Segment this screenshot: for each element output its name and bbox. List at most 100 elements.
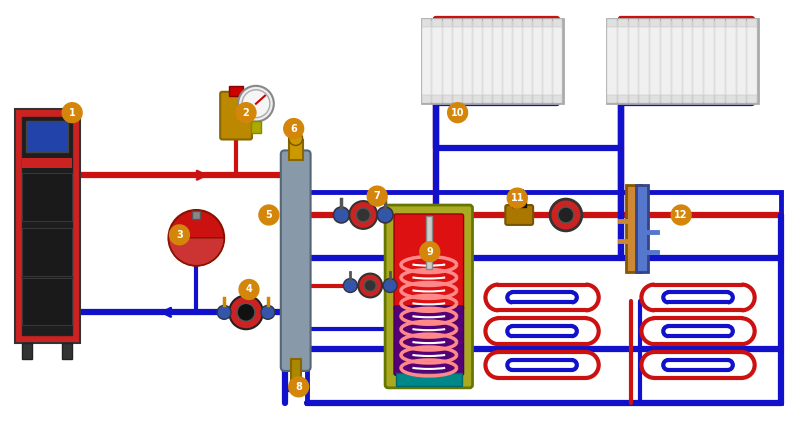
Bar xyxy=(747,21,757,101)
Bar xyxy=(618,21,628,101)
Circle shape xyxy=(290,379,302,391)
Bar xyxy=(433,19,442,27)
Bar xyxy=(747,19,757,27)
Bar xyxy=(483,21,492,101)
Bar xyxy=(442,21,451,101)
Bar xyxy=(618,19,628,27)
Bar xyxy=(473,19,482,27)
Bar xyxy=(650,19,660,27)
Bar xyxy=(493,21,502,101)
Bar xyxy=(426,216,432,269)
Bar xyxy=(515,189,523,194)
Bar xyxy=(483,95,492,103)
Bar xyxy=(422,19,563,103)
Bar xyxy=(726,19,735,27)
Circle shape xyxy=(356,208,370,222)
Bar xyxy=(462,21,472,101)
Circle shape xyxy=(62,103,82,123)
Bar xyxy=(607,95,617,103)
Bar xyxy=(694,95,703,103)
Bar xyxy=(715,21,725,101)
Circle shape xyxy=(350,201,377,229)
Circle shape xyxy=(343,279,358,293)
Bar xyxy=(682,95,693,103)
Text: 9: 9 xyxy=(426,247,433,257)
Bar xyxy=(229,86,243,96)
Bar xyxy=(22,343,33,359)
Bar xyxy=(672,19,682,27)
Circle shape xyxy=(236,103,256,123)
Text: 8: 8 xyxy=(295,382,302,392)
Bar xyxy=(462,19,472,27)
Bar xyxy=(422,19,431,27)
Bar xyxy=(554,19,562,27)
Bar xyxy=(533,95,542,103)
Circle shape xyxy=(671,205,691,225)
Circle shape xyxy=(334,207,350,223)
Bar xyxy=(543,19,552,27)
Bar xyxy=(473,95,482,103)
FancyBboxPatch shape xyxy=(394,214,463,310)
Bar xyxy=(442,19,451,27)
Bar xyxy=(682,19,693,27)
Text: 11: 11 xyxy=(510,193,524,203)
FancyBboxPatch shape xyxy=(394,306,463,375)
Circle shape xyxy=(218,305,231,319)
Bar xyxy=(737,19,746,27)
Bar xyxy=(22,228,72,276)
Bar xyxy=(639,95,650,103)
Bar xyxy=(453,21,462,101)
FancyBboxPatch shape xyxy=(14,109,80,343)
Bar xyxy=(503,21,512,101)
Bar xyxy=(22,173,72,221)
Bar xyxy=(554,21,562,101)
Circle shape xyxy=(383,279,397,293)
Bar xyxy=(453,19,462,27)
Bar xyxy=(473,21,482,101)
Bar xyxy=(192,211,200,219)
Circle shape xyxy=(507,188,527,208)
Bar xyxy=(289,140,302,160)
Bar xyxy=(726,95,735,103)
Circle shape xyxy=(364,279,376,291)
Bar xyxy=(533,19,542,27)
Circle shape xyxy=(237,304,255,321)
Bar xyxy=(22,117,72,335)
Circle shape xyxy=(284,119,304,139)
Text: 5: 5 xyxy=(266,210,272,220)
Bar xyxy=(650,95,660,103)
Bar xyxy=(422,21,431,101)
Bar xyxy=(629,95,638,103)
Circle shape xyxy=(238,86,274,122)
Bar xyxy=(682,21,693,101)
Text: 3: 3 xyxy=(176,230,183,240)
Bar xyxy=(715,19,725,27)
Circle shape xyxy=(367,186,387,206)
Bar xyxy=(704,95,714,103)
Circle shape xyxy=(558,207,574,223)
Bar xyxy=(704,21,714,101)
Circle shape xyxy=(448,103,467,123)
Bar xyxy=(639,21,650,101)
Bar xyxy=(462,95,472,103)
Circle shape xyxy=(289,377,309,397)
Bar xyxy=(533,21,542,101)
Bar xyxy=(22,158,72,168)
Circle shape xyxy=(242,90,270,117)
Bar xyxy=(629,21,638,101)
Bar xyxy=(512,193,526,207)
Bar xyxy=(523,21,532,101)
Text: 10: 10 xyxy=(451,108,464,117)
Bar xyxy=(543,21,552,101)
Bar xyxy=(513,95,522,103)
Bar xyxy=(26,120,68,152)
FancyBboxPatch shape xyxy=(220,92,252,139)
Text: 2: 2 xyxy=(242,108,250,117)
Bar xyxy=(747,95,757,103)
Bar xyxy=(433,21,442,101)
Bar xyxy=(513,21,522,101)
Text: 1: 1 xyxy=(69,108,75,117)
Text: 4: 4 xyxy=(246,285,252,295)
Bar xyxy=(483,19,492,27)
Bar xyxy=(715,95,725,103)
